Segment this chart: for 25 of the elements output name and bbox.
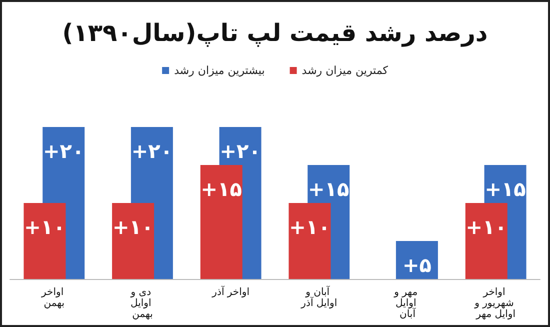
bar [200, 165, 242, 279]
data-label: +۱۰ [289, 215, 330, 239]
x-tick-label: اواخر آذر [211, 285, 250, 298]
data-label: +۱۵ [484, 177, 526, 201]
data-label: +۵ [402, 253, 432, 277]
data-label: +۱۰ [24, 215, 66, 239]
data-label: +۲۰ [220, 139, 261, 163]
data-label: +۱۵ [308, 177, 350, 201]
data-label: +۱۵ [200, 177, 242, 201]
bar [465, 203, 508, 279]
data-label: +۲۰ [131, 139, 173, 163]
legend-label: بیشترین میزان رشد [174, 64, 265, 77]
x-tick-label: مهر و اوایل آبان [393, 287, 421, 320]
bar [24, 203, 66, 279]
data-label: +۱۰ [466, 215, 507, 239]
data-label: +۱۰ [112, 215, 154, 239]
chart-title: درصد رشد قیمت لپ تاپ(سال۱۳۹۰) [62, 19, 488, 47]
x-tick-label: اواخر شهریور و اوایل مهر [474, 287, 518, 320]
bar [112, 203, 154, 279]
x-tick-label: اواخر بهمن [40, 287, 67, 309]
data-label: +۲۰ [43, 139, 84, 163]
bar [288, 203, 331, 279]
legend-label: کمترین میزان رشد [302, 64, 389, 77]
x-tick-label: دی و اوایل بهمن [130, 287, 154, 320]
x-tick-label: آبان و اوایل آذر [300, 285, 338, 309]
